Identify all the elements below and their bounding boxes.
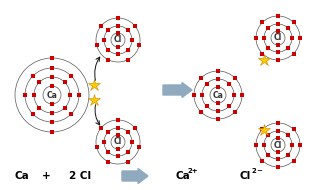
Text: Cl: Cl: [114, 36, 122, 44]
Text: 2: 2: [251, 168, 256, 174]
Text: Cl: Cl: [274, 33, 282, 43]
Text: Cl: Cl: [240, 171, 251, 181]
Text: Cl: Cl: [114, 138, 122, 146]
Text: −: −: [256, 168, 262, 174]
Text: +: +: [41, 171, 50, 181]
FancyArrow shape: [122, 169, 148, 184]
Text: Ca: Ca: [15, 171, 29, 181]
Text: Ca: Ca: [175, 171, 190, 181]
Text: 2 Cl: 2 Cl: [69, 171, 91, 181]
Text: Ca: Ca: [212, 90, 223, 100]
FancyArrow shape: [163, 82, 192, 97]
Text: Cl: Cl: [274, 140, 282, 150]
Text: 2+: 2+: [187, 168, 198, 174]
Text: Ca: Ca: [47, 90, 57, 100]
